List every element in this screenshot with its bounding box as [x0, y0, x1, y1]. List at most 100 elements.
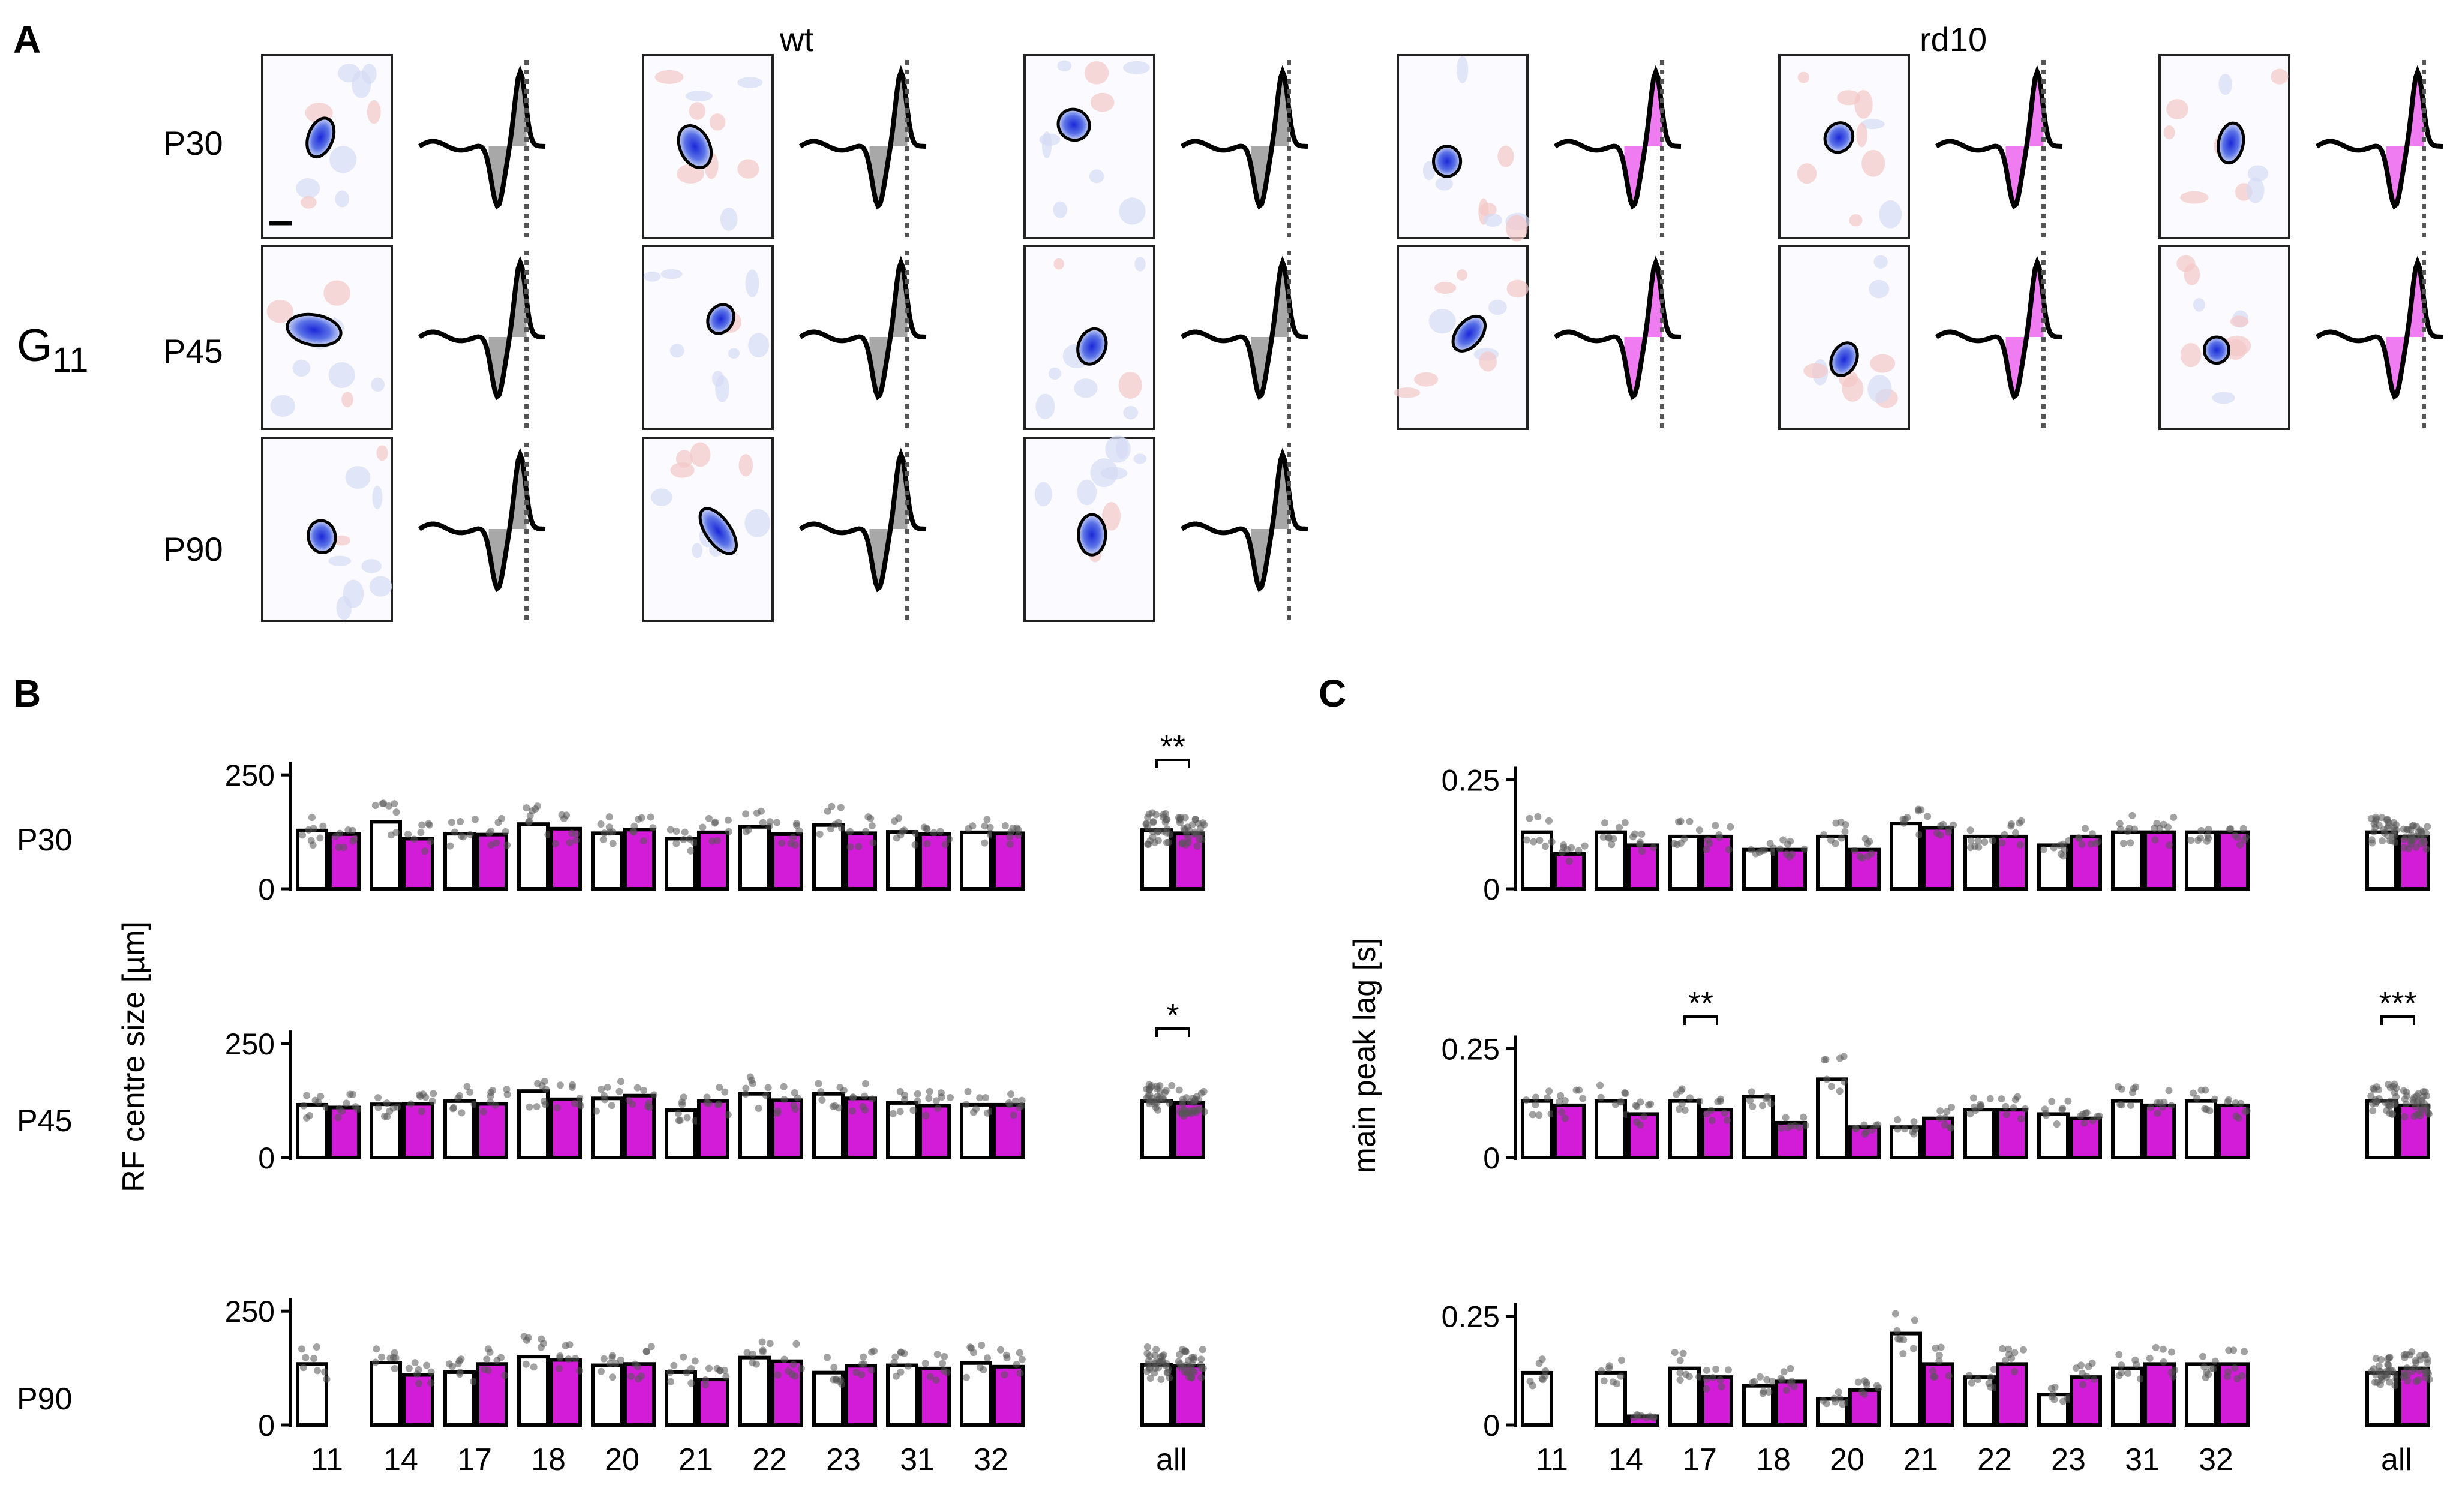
data-point	[2419, 835, 2427, 843]
data-point	[749, 1080, 756, 1087]
data-point	[1712, 822, 1719, 829]
data-point	[1941, 1121, 1949, 1129]
data-point	[479, 1108, 487, 1116]
data-point	[1749, 1102, 1757, 1110]
data-point	[1636, 1121, 1644, 1129]
data-point	[2064, 1097, 2072, 1105]
significance-label: *	[1166, 997, 1179, 1033]
data-point	[598, 1086, 605, 1093]
data-point	[634, 1363, 642, 1370]
data-point	[2223, 1373, 2231, 1381]
data-point	[2077, 1361, 2085, 1369]
data-point	[870, 1347, 878, 1355]
data-point	[1190, 1353, 1198, 1361]
data-point	[540, 1097, 548, 1105]
data-point	[759, 819, 767, 826]
data-point	[1851, 847, 1858, 855]
bar	[370, 1102, 402, 1159]
data-point	[683, 1114, 691, 1122]
data-point	[299, 1364, 307, 1372]
data-point	[1176, 1360, 1184, 1368]
data-point	[687, 1379, 695, 1387]
data-point	[1560, 841, 1568, 849]
data-point	[2400, 1373, 2408, 1381]
data-point	[896, 1087, 904, 1095]
data-point	[597, 1367, 605, 1375]
data-point	[609, 840, 617, 847]
data-point	[1765, 1388, 1773, 1396]
data-point	[1678, 1100, 1686, 1108]
data-point	[2167, 1102, 2175, 1110]
data-point	[1197, 824, 1205, 832]
noise-blob	[1041, 131, 1052, 159]
data-point	[1836, 1087, 1844, 1095]
data-point	[1534, 813, 1542, 820]
significance-label: ***	[2379, 985, 2416, 1021]
data-point	[703, 1093, 711, 1101]
data-point	[827, 825, 835, 833]
y-tick-label: 0.25	[1442, 1033, 1500, 1066]
data-point	[1199, 1346, 1206, 1354]
data-point	[1679, 1349, 1687, 1357]
rf-cell	[642, 245, 927, 430]
data-point	[2116, 1101, 2124, 1108]
data-point	[1936, 831, 1944, 839]
data-point	[1146, 1375, 1154, 1382]
data-point	[374, 1094, 382, 1102]
data-point	[1197, 1089, 1205, 1097]
data-point	[2012, 829, 2020, 837]
data-point	[2057, 850, 2065, 858]
data-point	[1179, 1099, 1187, 1107]
data-point	[383, 1099, 391, 1107]
data-point	[1776, 845, 1784, 853]
data-point	[2168, 1348, 2176, 1356]
data-point	[394, 1103, 401, 1111]
data-point	[1182, 1347, 1190, 1355]
data-point	[392, 808, 400, 816]
data-point	[1861, 1131, 1869, 1138]
data-point	[1676, 1376, 1684, 1384]
data-point	[869, 1095, 876, 1103]
data-point	[572, 837, 580, 844]
data-point	[310, 1355, 318, 1363]
data-point	[716, 1083, 723, 1091]
data-point	[1598, 1367, 1605, 1375]
data-point	[423, 1361, 431, 1369]
data-point	[2424, 1355, 2431, 1363]
bar	[2111, 1099, 2143, 1159]
data-point	[1018, 1355, 1026, 1363]
bar	[1595, 830, 1627, 891]
data-point	[2158, 1103, 2166, 1111]
data-point	[374, 1104, 382, 1111]
bar	[1775, 1379, 1807, 1427]
significance-bracket	[1155, 759, 1190, 768]
data-point	[705, 814, 713, 822]
data-point	[1975, 843, 1983, 851]
data-point	[649, 824, 657, 832]
data-point	[2128, 811, 2136, 819]
rf-cell	[1778, 245, 2063, 430]
data-point	[1149, 818, 1157, 826]
bar-chart: 0 250 **	[225, 729, 1208, 906]
data-point	[562, 1342, 569, 1349]
data-point	[794, 1094, 801, 1102]
bar	[328, 1105, 361, 1159]
data-point	[1841, 828, 1849, 835]
rf-center-outline	[2203, 335, 2231, 365]
data-point	[889, 1110, 897, 1117]
data-point	[551, 840, 559, 847]
bar	[2143, 830, 2176, 891]
data-point	[849, 1107, 857, 1115]
noise-blob	[369, 576, 392, 597]
data-point	[410, 835, 418, 843]
data-point	[2165, 1087, 2173, 1095]
rf-cell	[642, 437, 927, 622]
data-point	[417, 829, 425, 837]
noise-blob	[692, 543, 703, 558]
rf-center-outline	[1829, 341, 1859, 377]
data-point	[2425, 1110, 2433, 1118]
cell-type-label: G11	[17, 320, 88, 380]
data-point	[1599, 833, 1607, 841]
noise-blob	[329, 146, 357, 173]
data-point	[1616, 823, 1623, 831]
